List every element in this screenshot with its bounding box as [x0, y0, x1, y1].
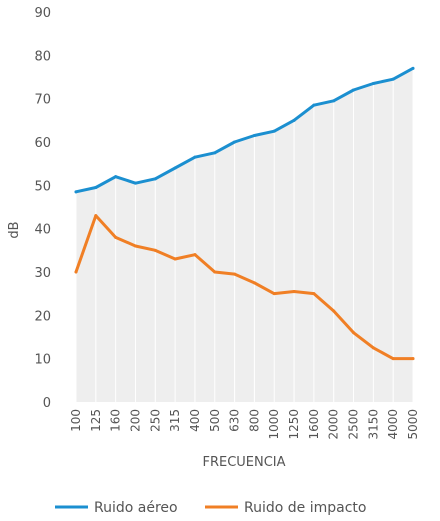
data-point-ruido-de-impacto-500 [213, 270, 217, 274]
x-tick-label-2500: 2500 [347, 409, 361, 440]
x-tick-label-800: 800 [247, 409, 261, 432]
x-tick-label-1000: 1000 [267, 409, 281, 440]
data-point-ruido-aereo-3150 [371, 82, 375, 85]
data-point-ruido-de-impacto-2500 [352, 331, 356, 335]
area-fill [76, 68, 413, 402]
data-point-ruido-aereo-630 [233, 140, 237, 144]
x-tick-label-1250: 1250 [287, 409, 301, 440]
data-point-ruido-de-impacto-160 [114, 235, 118, 239]
x-axis-ticks: 100 125 160 200 250 315 400 500 630 800 1000 1250 16… [69, 409, 420, 440]
legend-label-ruido-de-impacto: Ruido de impacto [244, 500, 366, 516]
legend-label-ruido-aereo: Ruido aéreo [94, 500, 178, 516]
data-point-ruido-de-impacto-1600 [312, 292, 316, 296]
y-tick-label-20: 20 [34, 309, 51, 324]
x-tick-label-100: 100 [69, 409, 83, 432]
y-tick-label-30: 30 [34, 266, 51, 281]
data-point-ruido-aereo-315 [173, 166, 177, 170]
data-point-ruido-aereo-160 [114, 175, 118, 179]
data-point-ruido-de-impacto-125 [94, 214, 98, 218]
x-tick-label-630: 630 [228, 409, 242, 432]
data-point-ruido-de-impacto-100 [74, 270, 78, 274]
data-point-ruido-de-impacto-800 [252, 281, 256, 285]
data-point-ruido-aereo-100 [74, 190, 78, 194]
x-tick-label-1600: 1600 [307, 409, 321, 440]
x-axis-title: FRECUENCIA [202, 455, 285, 470]
data-point-ruido-aereo-1600 [312, 103, 316, 107]
series-line-ruido-de-impacto [74, 214, 415, 361]
data-point-ruido-de-impacto-3150 [371, 346, 375, 350]
y-tick-label-80: 80 [34, 49, 51, 64]
data-point-ruido-de-impacto-1000 [272, 292, 276, 296]
y-tick-label-40: 40 [34, 223, 51, 238]
data-point-ruido-aereo-1250 [292, 118, 296, 122]
data-point-ruido-aereo-5000 [411, 66, 415, 70]
data-point-ruido-aereo-800 [252, 134, 256, 137]
y-tick-label-0: 0 [43, 396, 51, 411]
x-tick-label-160: 160 [109, 409, 123, 432]
data-point-ruido-aereo-4000 [391, 77, 395, 81]
data-point-ruido-de-impacto-630 [233, 272, 237, 276]
x-tick-label-200: 200 [128, 409, 142, 432]
data-point-ruido-de-impacto-200 [133, 244, 137, 248]
data-point-ruido-aereo-2500 [352, 88, 356, 92]
y-tick-label-10: 10 [34, 353, 51, 368]
data-point-ruido-aereo-500 [213, 151, 217, 155]
data-point-ruido-de-impacto-315 [173, 257, 177, 261]
data-point-ruido-aereo-125 [94, 186, 98, 189]
y-axis-title: dB [7, 221, 22, 238]
x-tick-label-2000: 2000 [327, 409, 341, 440]
data-point-ruido-aereo-250 [153, 177, 157, 181]
x-tick-label-400: 400 [188, 409, 202, 432]
legend: Ruido aéreo Ruido de impacto [55, 500, 366, 516]
x-tick-label-3150: 3150 [366, 409, 380, 440]
data-point-ruido-aereo-1000 [272, 129, 276, 133]
x-tick-label-125: 125 [89, 409, 103, 432]
y-tick-label-60: 60 [34, 136, 51, 151]
series-layer [74, 66, 415, 361]
series-line-ruido-aereo [74, 66, 415, 194]
data-point-ruido-de-impacto-5000 [411, 357, 415, 361]
y-tick-label-90: 90 [34, 6, 51, 21]
y-tick-label-70: 70 [34, 93, 51, 108]
data-point-ruido-aereo-2000 [332, 99, 336, 103]
x-tick-label-5000: 5000 [406, 409, 420, 440]
x-tick-label-500: 500 [208, 409, 222, 432]
data-point-ruido-de-impacto-400 [193, 253, 197, 257]
data-point-ruido-de-impacto-1250 [292, 290, 296, 293]
data-point-ruido-de-impacto-2000 [332, 309, 336, 313]
data-point-ruido-de-impacto-250 [153, 248, 157, 252]
data-point-ruido-aereo-200 [133, 181, 137, 185]
data-point-ruido-aereo-400 [193, 155, 197, 159]
data-point-ruido-de-impacto-4000 [391, 357, 395, 361]
area-fill-layer [76, 68, 413, 402]
grid-layer [75, 68, 414, 402]
x-tick-label-4000: 4000 [386, 409, 400, 440]
y-axis-ticks: 0 10 20 30 40 50 60 70 80 90 [34, 6, 51, 411]
x-tick-label-250: 250 [148, 409, 162, 432]
y-tick-label-50: 50 [34, 179, 51, 194]
x-tick-label-315: 315 [168, 409, 182, 432]
